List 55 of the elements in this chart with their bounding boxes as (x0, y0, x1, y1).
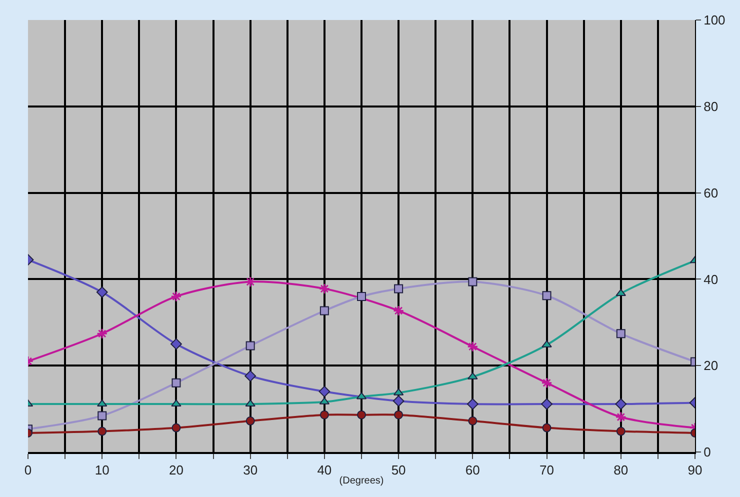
point (466, 398, 478, 410)
point (616, 329, 626, 338)
x-tick-label: 50 (391, 462, 406, 478)
y-tick-label: 0 (704, 444, 711, 460)
point (172, 378, 181, 388)
point (468, 416, 478, 426)
point (318, 283, 330, 294)
x-tick-label: 60 (465, 462, 480, 478)
point (244, 276, 256, 288)
x-tick-label: 30 (243, 462, 258, 478)
point (98, 411, 107, 420)
point (615, 398, 627, 410)
y-tick-label: 40 (704, 272, 718, 287)
point (170, 290, 182, 302)
point (615, 411, 626, 423)
x-tick-label: 0 (24, 462, 32, 478)
x-tick-label: 20 (168, 462, 184, 478)
point (170, 338, 182, 350)
point (616, 426, 626, 436)
point (172, 423, 181, 432)
x-tick-label: 90 (688, 462, 702, 478)
point (541, 377, 552, 388)
point (394, 284, 404, 294)
point (96, 328, 108, 340)
point (357, 410, 366, 420)
y-tick-label: 100 (704, 12, 726, 28)
y-tick-label: 20 (704, 358, 718, 374)
x-tick-label: 70 (540, 462, 554, 478)
point (394, 410, 404, 420)
point (320, 410, 329, 420)
y-tick-label: 60 (704, 185, 718, 200)
point (468, 277, 478, 286)
point (541, 398, 552, 410)
point (246, 341, 255, 350)
point (392, 395, 404, 407)
point (318, 386, 330, 398)
point (542, 291, 552, 300)
point (246, 416, 255, 426)
point (98, 426, 107, 436)
point (467, 341, 478, 352)
point (244, 370, 256, 382)
point (245, 400, 256, 407)
point (542, 423, 552, 432)
x-axis-title: (Degrees) (339, 476, 384, 487)
point (357, 292, 366, 301)
point (542, 340, 552, 348)
y-tick-label: 80 (704, 98, 718, 114)
point (393, 305, 404, 316)
point (320, 306, 329, 316)
point (468, 372, 478, 380)
point (171, 400, 182, 407)
x-tick-label: 10 (94, 462, 110, 478)
x-tick-label: 80 (614, 462, 628, 478)
x-tick-label: 40 (317, 462, 332, 478)
point (96, 286, 108, 298)
